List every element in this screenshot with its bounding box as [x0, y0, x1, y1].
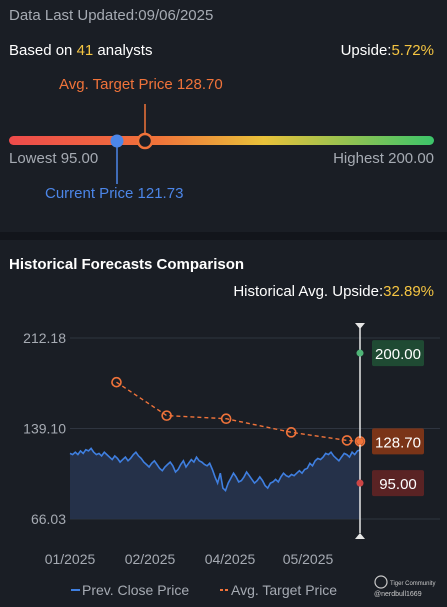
- section-divider: [0, 232, 447, 240]
- price-range-bar: [9, 104, 434, 184]
- range-gradient-track: [9, 136, 434, 145]
- highest-dot: [356, 349, 364, 357]
- avg-target-point[interactable]: [341, 435, 353, 446]
- highest-label: Highest 200.00: [333, 150, 434, 167]
- prev-close-line: [69, 447, 361, 493]
- y-tick-label: 139.10: [23, 421, 66, 437]
- based-on-suffix: analysts: [93, 42, 153, 59]
- based-on-prefix: Based on: [9, 42, 77, 59]
- updated-label: Data Last Updated:: [9, 7, 139, 24]
- lowest-badge: [372, 470, 424, 497]
- target-marker[interactable]: [136, 132, 154, 150]
- avg-target-point[interactable]: [161, 410, 172, 421]
- y-tick-label: 212.18: [23, 330, 66, 346]
- last-updated: Data Last Updated:09/06/2025: [9, 7, 213, 24]
- lowest-dot: [356, 479, 364, 487]
- price-area: [70, 448, 360, 519]
- lowest-label: Lowest 95.00: [9, 150, 99, 167]
- analyst-count-text: Based on 41 analysts: [9, 42, 152, 59]
- avg-target-point[interactable]: [285, 427, 297, 438]
- x-tick-label: 01/2025: [45, 551, 96, 567]
- historical-title: Historical Forecasts Comparison: [9, 256, 245, 273]
- analyst-count: 41: [76, 42, 94, 59]
- bottom-arrow-icon: [355, 533, 365, 539]
- avg-target-point[interactable]: [111, 376, 122, 388]
- updated-date: 09/06/2025: [138, 7, 214, 24]
- x-tick-label: 04/2025: [205, 551, 256, 567]
- upside-text: Upside:5.72%: [341, 42, 434, 59]
- target-badge-text: 128.70: [375, 434, 421, 451]
- watermark-brand: Tiger Community: [390, 581, 435, 587]
- target-dot: [356, 437, 364, 445]
- upside-value: 5.72%: [391, 42, 434, 59]
- y-tick-label: 66.03: [31, 511, 66, 527]
- upside-label: Upside:: [340, 42, 392, 59]
- avg-target-line: [116, 381, 361, 443]
- historical-upside-label: Historical Avg. Upside:: [233, 283, 384, 300]
- watermark-user: @nerdbull1669: [374, 591, 422, 598]
- tiger-logo-icon: [374, 575, 388, 589]
- top-arrow-icon: [355, 323, 365, 329]
- highest-badge: [372, 340, 424, 367]
- historical-upside-value: 32.89%: [383, 283, 434, 300]
- x-tick-label: 02/2025: [125, 551, 176, 567]
- historical-upside-text: Historical Avg. Upside:32.89%: [233, 283, 434, 300]
- legend-label-close: Prev. Close Price: [82, 582, 189, 598]
- historical-chart: 212.18 139.10 66.03 200.00 128.70 95.00 01/202…: [23, 323, 440, 598]
- x-tick-label: 05/2025: [283, 551, 334, 567]
- target-badge: [372, 428, 424, 455]
- lowest-badge-text: 95.00: [379, 476, 417, 493]
- current-marker[interactable]: [110, 134, 124, 148]
- avg-target-label: Avg. Target Price 128.70: [59, 76, 223, 93]
- highest-badge-text: 200.00: [375, 346, 421, 363]
- current-price-label: Current Price 121.73: [45, 185, 184, 202]
- legend-label-target: Avg. Target Price: [231, 582, 337, 598]
- avg-target-point[interactable]: [220, 413, 232, 425]
